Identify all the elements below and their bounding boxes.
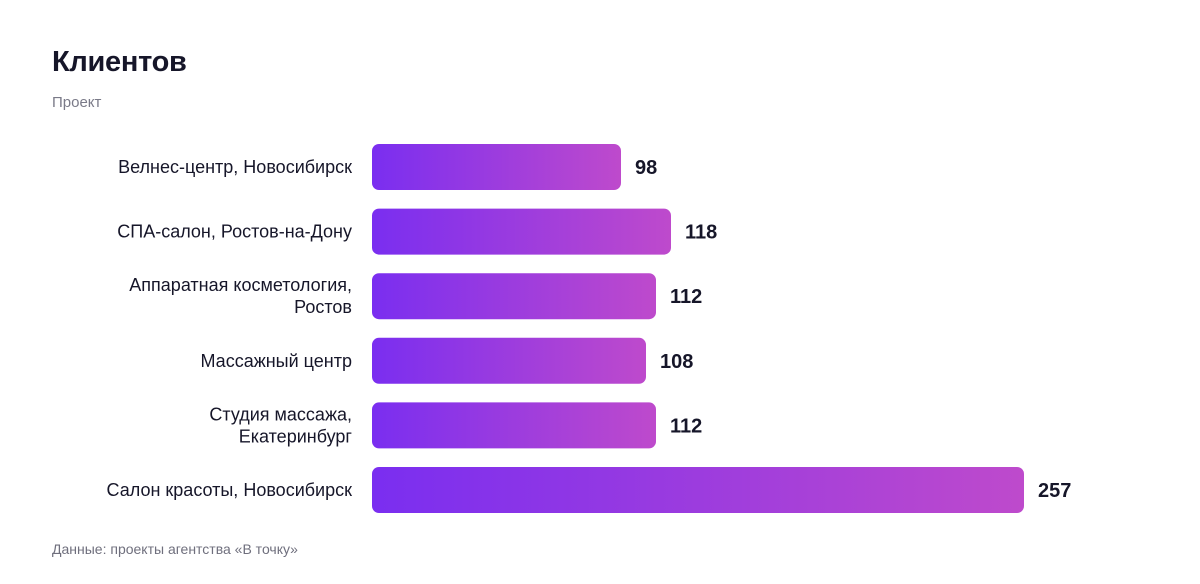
- bar: [372, 144, 621, 190]
- category-label: Массажный центр: [200, 351, 352, 371]
- bar: [372, 273, 656, 320]
- value-label: 118: [685, 222, 717, 244]
- bars-group: Велнес-центр, Новосибирск 98 СПА-салон, Ро…: [107, 144, 1071, 513]
- chart-title: Клиентов: [52, 46, 187, 78]
- category-label: Аппаратная косметология, Ростов: [129, 275, 352, 317]
- category-label: Салон красоты, Новосибирск: [107, 480, 353, 500]
- value-label: 98: [635, 157, 657, 179]
- category-label: СПА-салон, Ростов-на-Дону: [117, 222, 352, 242]
- bar: [372, 208, 671, 255]
- bar: [372, 337, 646, 384]
- source-note: Данные: проекты агентства «В точку»: [52, 541, 298, 557]
- value-label: 108: [660, 351, 693, 373]
- category-label: Велнес-центр, Новосибирск: [118, 157, 352, 177]
- category-label: Студия массажа, Екатеринбург: [209, 404, 352, 446]
- value-label: 112: [670, 286, 702, 308]
- bar: [372, 467, 1024, 513]
- value-label: 112: [670, 415, 702, 437]
- value-label: 257: [1038, 480, 1071, 502]
- chart-subtitle: Проект: [52, 94, 102, 111]
- bar: [372, 402, 656, 449]
